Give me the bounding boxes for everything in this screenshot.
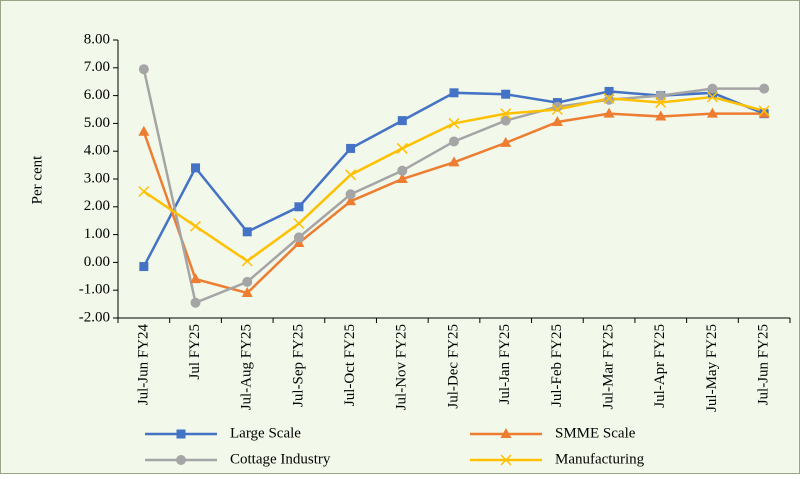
marker [138,125,150,136]
marker [190,297,201,308]
y-tick-label: 3.00 [84,170,110,186]
marker [603,92,615,104]
marker [500,108,512,120]
legend-label: Manufacturing [555,451,645,467]
x-tick-label: Jul-Dec FY25 [445,324,461,409]
legend-label: SMME Scale [555,425,636,441]
marker [176,429,186,439]
marker [604,94,615,105]
marker [396,142,408,154]
marker [397,116,407,126]
y-tick-label: 0.00 [84,254,110,270]
marker [655,90,666,101]
y-tick-label: 5.00 [84,115,110,131]
x-tick-label: Jul-Jan FY25 [497,324,513,404]
marker [139,262,149,272]
marker [346,143,356,153]
marker [242,276,253,287]
legend-label: Large Scale [230,425,301,441]
marker [758,105,770,117]
marker [448,156,460,167]
y-tick-label: 1.00 [84,226,110,242]
marker [190,220,202,232]
marker [241,286,253,297]
marker [449,88,459,98]
marker [345,189,356,200]
legend-item: Large Scale [145,425,301,441]
marker [397,165,408,176]
x-tick-label: Jul-Apr FY25 [652,324,668,408]
marker [706,107,718,118]
marker [500,115,511,126]
marker [448,117,460,129]
marker [242,227,252,237]
marker [759,83,770,94]
marker [655,110,667,121]
legend-item: Manufacturing [470,451,645,467]
marker [500,454,512,466]
marker [345,169,357,181]
x-tick-label: Jul-Mar FY25 [601,324,617,409]
x-tick-label: Jul-May FY25 [704,324,720,412]
marker [500,136,512,147]
marker [293,232,304,243]
marker [176,455,186,465]
marker [500,428,512,438]
x-tick-label: Jul-Jun FY25 [756,324,772,405]
marker [501,89,511,99]
marker [706,91,718,103]
y-axis-title: Per cent [29,155,45,205]
x-tick-label: Jul-Feb FY25 [549,324,565,407]
marker [551,103,563,116]
marker [190,273,202,284]
x-tick-label: Jul-Aug FY25 [239,324,255,410]
y-tick-label: 4.00 [84,143,110,159]
y-tick-label: -1.00 [79,282,110,298]
y-tick-label: 6.00 [84,87,110,103]
y-tick-label: -2.00 [79,309,110,325]
marker [603,107,615,118]
y-tick-label: 8.00 [84,31,110,47]
marker [552,101,563,112]
marker [241,255,253,267]
x-tick-label: Jul-Jun FY24 [135,324,151,406]
marker [294,202,304,212]
y-tick-label: 7.00 [84,59,110,75]
marker [191,163,201,173]
marker [758,107,770,118]
marker [293,217,305,230]
marker [138,185,150,198]
marker [551,116,563,127]
marker [138,64,149,75]
x-tick-label: Jul FY25 [187,324,203,379]
x-tick-label: Jul-Nov FY25 [394,324,410,410]
x-tick-label: Jul-Sep FY25 [290,324,306,407]
marker [707,83,718,94]
legend-item: SMME Scale [470,425,636,441]
marker [396,173,408,183]
legend-item: Cottage Industry [145,451,331,467]
marker [345,195,357,206]
legend-label: Cottage Industry [230,451,331,467]
marker [449,136,459,147]
y-tick-label: 2.00 [84,198,110,214]
marker [604,86,614,96]
x-tick-label: Jul-Oct FY25 [342,324,358,406]
marker [655,97,667,109]
